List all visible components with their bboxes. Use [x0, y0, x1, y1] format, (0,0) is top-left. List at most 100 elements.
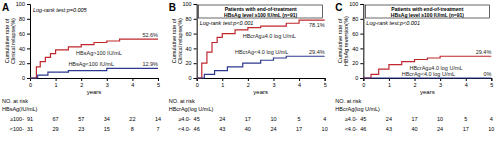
risk-row-label: ≥100- [10, 116, 24, 122]
panel-label: C [335, 2, 342, 13]
tick: 80 [186, 16, 197, 22]
tick: 5 [490, 78, 493, 88]
axis-line [197, 79, 325, 82]
tick-label: 4 [298, 82, 301, 88]
y-axis-title: Clinical relapse(%) [177, 18, 183, 64]
axis-line [194, 5, 198, 79]
tick-label: 1 [221, 82, 224, 88]
tick: 4 [131, 78, 134, 88]
tick: 20 [19, 60, 30, 66]
risk-number: 8 [131, 126, 134, 132]
tick: 0 [362, 78, 365, 88]
tick-label: 40 [352, 46, 358, 52]
tick-label: 3 [272, 82, 275, 88]
x-axis-title: years [87, 89, 102, 95]
tick-mark [27, 34, 30, 35]
tick-label: 20 [19, 60, 25, 66]
tick: 3 [106, 78, 109, 88]
series-label: HBsAg<100 IU/mL [68, 61, 114, 67]
tick-label: 4 [465, 82, 468, 88]
tick: 0 [189, 75, 197, 81]
axis-line [360, 5, 364, 79]
data-label: 12.9% [142, 61, 158, 67]
risk-number: 15 [104, 126, 110, 132]
tick: 0 [29, 78, 32, 88]
tick: 40 [186, 46, 197, 52]
tick-label: 5 [324, 82, 327, 88]
tick-label: 2 [80, 82, 83, 88]
risk-number: 17 [463, 126, 469, 132]
title-box [365, 5, 489, 18]
risk-number: 10 [270, 116, 276, 122]
tick-label: 100 [349, 1, 358, 7]
risk-number: 45 [360, 116, 366, 122]
tick: 2 [247, 78, 250, 88]
y-axis: 020406080100 [182, 1, 197, 81]
annotation: Log-rank test:p<0.001 [200, 20, 254, 26]
panel: CCumulative rate ofHBsAg reversion(%)012… [335, 1, 494, 132]
risk-number: 57 [78, 116, 84, 122]
title: HBsAg level ≥100 IU/mL (n=91) [224, 12, 297, 18]
plot-area [30, 39, 158, 78]
tick: 0 [355, 75, 363, 81]
tick: 5 [157, 78, 160, 88]
risk-number: 17 [411, 116, 417, 122]
plot-area [197, 20, 325, 78]
risk-row-label: <4.0- [345, 126, 358, 132]
tick-label: 0 [29, 82, 32, 88]
tick-label: 20 [186, 60, 192, 66]
tick-label: 0 [189, 75, 192, 81]
tick-mark [27, 78, 30, 79]
tick-mark [81, 78, 82, 81]
risk-number: 43 [219, 126, 225, 132]
tick-label: 2 [247, 82, 250, 88]
tick-mark [194, 78, 197, 79]
plot-area [363, 56, 491, 78]
tick: 3 [272, 78, 275, 88]
tick-mark [360, 19, 363, 20]
risk-number: 10 [488, 126, 494, 132]
axis-line [27, 5, 31, 79]
tick: 1 [388, 78, 391, 88]
tick-mark [360, 78, 363, 79]
series-label: HBcrAg≥4.0 log U/mL [409, 65, 462, 71]
tick: 4 [298, 78, 301, 88]
tick: 80 [19, 16, 30, 22]
series-label: HBcrAg<4.0 log U/mL [402, 71, 455, 77]
y-axis: 020406080100 [16, 1, 31, 81]
risk-table-group: HBcrAg(log U/mL) [169, 106, 214, 112]
risk-number: 43 [386, 126, 392, 132]
risk-number: 40 [411, 126, 417, 132]
y-axis-title: HBsAg reversion(%) [343, 16, 349, 66]
panel-label: B [169, 2, 176, 13]
y-axis: 020406080100 [349, 1, 364, 81]
x-axis: 0 1 2 3 4 5 [29, 78, 160, 88]
tick: 2 [414, 78, 417, 88]
risk-number: 22 [129, 116, 135, 122]
tick-mark [107, 78, 108, 81]
x-axis-title: years [420, 89, 435, 95]
tick-label: 0 [355, 75, 358, 81]
tick-label: 4 [131, 82, 134, 88]
risk-number: 5 [298, 116, 301, 122]
tick-label: 0 [22, 75, 25, 81]
risk-number: 24 [219, 116, 225, 122]
panel: ACumulative rate ofClinical relapse(%)01… [2, 1, 161, 132]
risk-number: 5 [464, 116, 467, 122]
tick-mark [56, 78, 57, 81]
tick: 1 [55, 78, 58, 88]
tick-mark [194, 48, 197, 49]
tick: 100 [182, 1, 196, 7]
tick-label: 80 [352, 16, 358, 22]
risk-number: 4 [490, 116, 493, 122]
tick-mark [248, 78, 249, 81]
series-label: HBcrAg<4.0 log U/mL [235, 49, 288, 55]
tick-mark [273, 78, 274, 81]
data-label: 0% [483, 71, 491, 77]
risk-table-title: NO. at risk [169, 98, 195, 104]
tick: 100 [16, 1, 30, 7]
tick-label: 0 [362, 82, 365, 88]
tick-mark [194, 34, 197, 35]
tick-mark [27, 48, 30, 49]
tick: 40 [19, 46, 30, 52]
